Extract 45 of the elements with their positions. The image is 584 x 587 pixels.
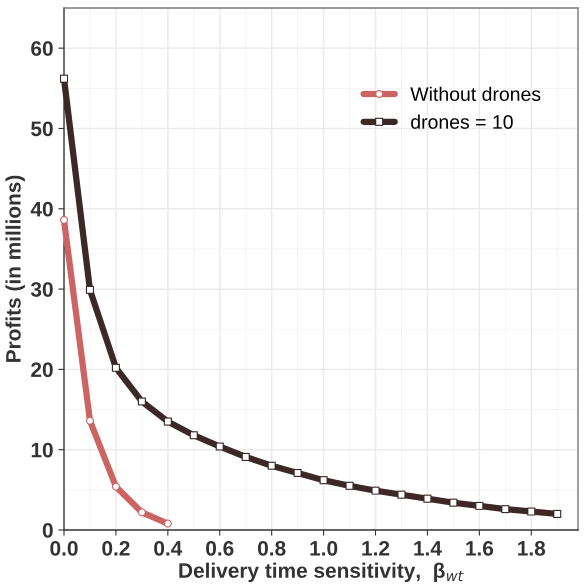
legend-label: Without drones [410, 86, 540, 101]
point [138, 508, 146, 516]
point [60, 74, 68, 83]
y-tick-label: 60 [31, 41, 53, 56]
point [112, 364, 120, 372]
point [242, 452, 250, 461]
point [164, 520, 172, 528]
point [86, 286, 94, 294]
y-tick-label: 0 [42, 523, 53, 538]
point [423, 494, 432, 503]
point [216, 442, 224, 451]
x-tick-label: 0.4 [154, 540, 182, 556]
point [320, 476, 328, 484]
point [397, 490, 406, 499]
legend-label: drones = 10 [411, 114, 513, 129]
y-tick-label: 50 [31, 121, 53, 136]
point [449, 498, 458, 507]
y-tick-label: 30 [30, 282, 53, 297]
point [190, 431, 198, 440]
point [371, 486, 380, 495]
point [527, 508, 536, 516]
point [138, 397, 146, 406]
y-tick-label: 20 [31, 362, 53, 378]
point [164, 418, 172, 426]
x-tick-label: 1.0 [310, 540, 338, 556]
point [112, 482, 120, 491]
x-tick-label: 1.6 [466, 540, 494, 556]
point [475, 502, 484, 510]
point [553, 510, 562, 518]
x-tick-label: 0.2 [102, 540, 130, 556]
point [294, 468, 302, 478]
x-axis-title: Delivery time sensitivity, β$_{wt}$ [179, 562, 464, 582]
point [346, 482, 354, 490]
x-tick-label: 1.2 [362, 540, 390, 556]
point [268, 462, 276, 470]
x-tick-label: 0.6 [206, 540, 234, 556]
x-tick-label: 0.8 [258, 540, 286, 556]
point [501, 505, 510, 514]
x-tick-label: 1.8 [518, 540, 546, 556]
y-tick-label: 40 [30, 202, 53, 217]
y-tick-label: 10 [32, 442, 53, 458]
x-tick-label: 1.4 [414, 541, 442, 556]
x-tick-label: 0.0 [50, 540, 78, 556]
point [86, 416, 94, 425]
y-axis-title: Profits (in millions) [5, 176, 25, 362]
